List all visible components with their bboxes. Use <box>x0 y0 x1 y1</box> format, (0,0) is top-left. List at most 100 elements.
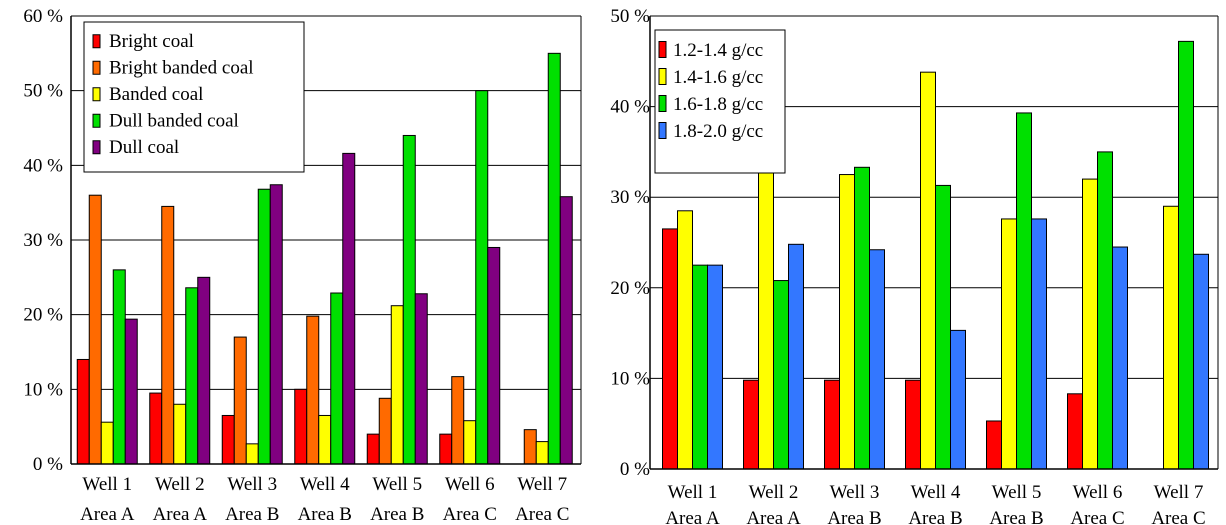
chart1-bar <box>487 246 501 465</box>
chart2-bar <box>1001 218 1017 470</box>
chart2-legend-box <box>654 29 786 174</box>
chart2-xtick-well-label: Well 4 <box>911 482 961 503</box>
chart2-bar <box>1112 246 1128 470</box>
chart2-xtick-area-label: Area C <box>1151 508 1205 525</box>
chart1-legend-swatch <box>92 140 101 155</box>
chart2-xtick-well-label: Well 7 <box>1154 482 1204 503</box>
chart1-ytick-label: 30 % <box>23 230 63 251</box>
chart1-bar <box>197 276 211 465</box>
chart1-bar <box>547 52 561 465</box>
chart2-xtick-well-label: Well 2 <box>749 482 799 503</box>
chart1-legend-swatch <box>92 60 101 75</box>
chart2-bar <box>758 169 774 470</box>
chart2-ytick-label: 40 % <box>610 97 650 118</box>
chart1-legend-label: Dull banded coal <box>109 111 239 132</box>
chart2-xtick-well-label: Well 5 <box>992 482 1042 503</box>
chart1-xtick-area-label: Area A <box>80 504 135 525</box>
chart1-ytick-label: 10 % <box>23 379 63 400</box>
chart2-bar <box>935 184 951 470</box>
chart2-bar <box>692 264 708 470</box>
chart1-ytick-label: 40 % <box>23 155 63 176</box>
chart2-bar <box>920 71 936 470</box>
chart1-bar <box>161 205 175 465</box>
chart2-bar <box>743 379 759 470</box>
chart2-bar <box>677 210 693 470</box>
chart1-bar <box>269 184 283 465</box>
chart2-bar <box>854 166 870 470</box>
chart2-bar <box>1163 205 1179 470</box>
chart1-legend-label: Bright banded coal <box>109 58 254 79</box>
chart1-bar <box>173 403 187 465</box>
chart1-xtick-well-label: Well 1 <box>82 474 132 495</box>
chart1-bar <box>88 194 102 465</box>
chart2-bar <box>839 174 855 470</box>
chart1-bar <box>414 293 428 465</box>
chart2-bar <box>950 329 966 470</box>
chart1-bar <box>100 421 114 465</box>
chart2-xtick-well-label: Well 6 <box>1073 482 1123 503</box>
chart1-bar <box>245 443 259 465</box>
chart2-legend-label: 1.4-1.6 g/cc <box>673 67 763 88</box>
chart1-bar <box>475 90 489 465</box>
chart1-xtick-area-label: Area C <box>515 504 569 525</box>
chart1-legend-swatch <box>92 87 101 102</box>
chart2-bar <box>869 249 885 470</box>
chart1-xtick-well-label: Well 6 <box>445 474 495 495</box>
chart1-xtick-area-label: Area B <box>225 504 279 525</box>
chart2-ytick-label: 0 % <box>620 459 650 480</box>
chart2-xtick-area-label: Area B <box>908 508 962 525</box>
chart2-legend-swatch <box>658 122 667 139</box>
chart1-xtick-well-label: Well 4 <box>300 474 350 495</box>
chart2-bar <box>1016 112 1032 470</box>
chart2-bar <box>773 280 789 470</box>
chart1-ytick-label: 60 % <box>23 6 63 27</box>
chart2-bar <box>1178 40 1194 470</box>
chart1-bar <box>342 152 356 465</box>
chart2-ytick-label: 50 % <box>610 6 650 27</box>
chart2-xtick-area-label: Area B <box>989 508 1043 525</box>
chart1-bar <box>559 196 573 465</box>
chart1-bar <box>451 376 465 465</box>
chart2-bar <box>1031 218 1047 470</box>
chart2-bar <box>1097 151 1113 470</box>
chart2-xtick-area-label: Area C <box>1070 508 1124 525</box>
chart1-bar <box>124 318 138 465</box>
chart1-bar <box>185 287 199 465</box>
chart1-xtick-well-label: Well 5 <box>372 474 422 495</box>
chart1-legend-swatch <box>92 34 101 49</box>
chart1-xtick-area-label: Area B <box>298 504 352 525</box>
chart2-bar <box>662 228 678 470</box>
chart2-legend-swatch <box>658 41 667 58</box>
chart1-bar <box>439 433 453 465</box>
chart1-xtick-area-label: Area B <box>370 504 424 525</box>
chart2-xtick-well-label: Well 1 <box>668 482 718 503</box>
chart1-bar <box>294 388 308 465</box>
chart1-xtick-well-label: Well 2 <box>155 474 205 495</box>
chart2-xtick-area-label: Area B <box>827 508 881 525</box>
chart1-legend-box <box>83 21 305 173</box>
chart1-legend-label: Bright coal <box>109 31 194 52</box>
chart1-bar <box>535 441 549 465</box>
chart2-ytick-label: 20 % <box>610 278 650 299</box>
chart1-bar <box>523 429 537 465</box>
chart2-legend-swatch <box>658 68 667 85</box>
chart1-bar <box>318 414 332 465</box>
chart2-ytick-label: 30 % <box>610 187 650 208</box>
chart1-bar <box>378 397 392 465</box>
chart1-ytick-label: 50 % <box>23 81 63 102</box>
chart2-bar <box>1193 253 1209 470</box>
chart1-bar <box>366 433 380 465</box>
chart1-xtick-area-label: Area A <box>153 504 208 525</box>
chart2-xtick-area-label: Area A <box>746 508 801 525</box>
chart2-ytick-label: 10 % <box>610 368 650 389</box>
chart2-legend-label: 1.6-1.8 g/cc <box>673 94 763 115</box>
chart1-bar <box>330 292 344 465</box>
chart1-bar <box>112 269 126 465</box>
chart1-bar <box>76 358 90 465</box>
chart2-bar <box>1067 393 1083 470</box>
chart1-bar <box>221 414 235 465</box>
chart1-bar <box>306 315 320 465</box>
chart1-bar <box>463 420 477 465</box>
chart1-xtick-area-label: Area C <box>443 504 497 525</box>
